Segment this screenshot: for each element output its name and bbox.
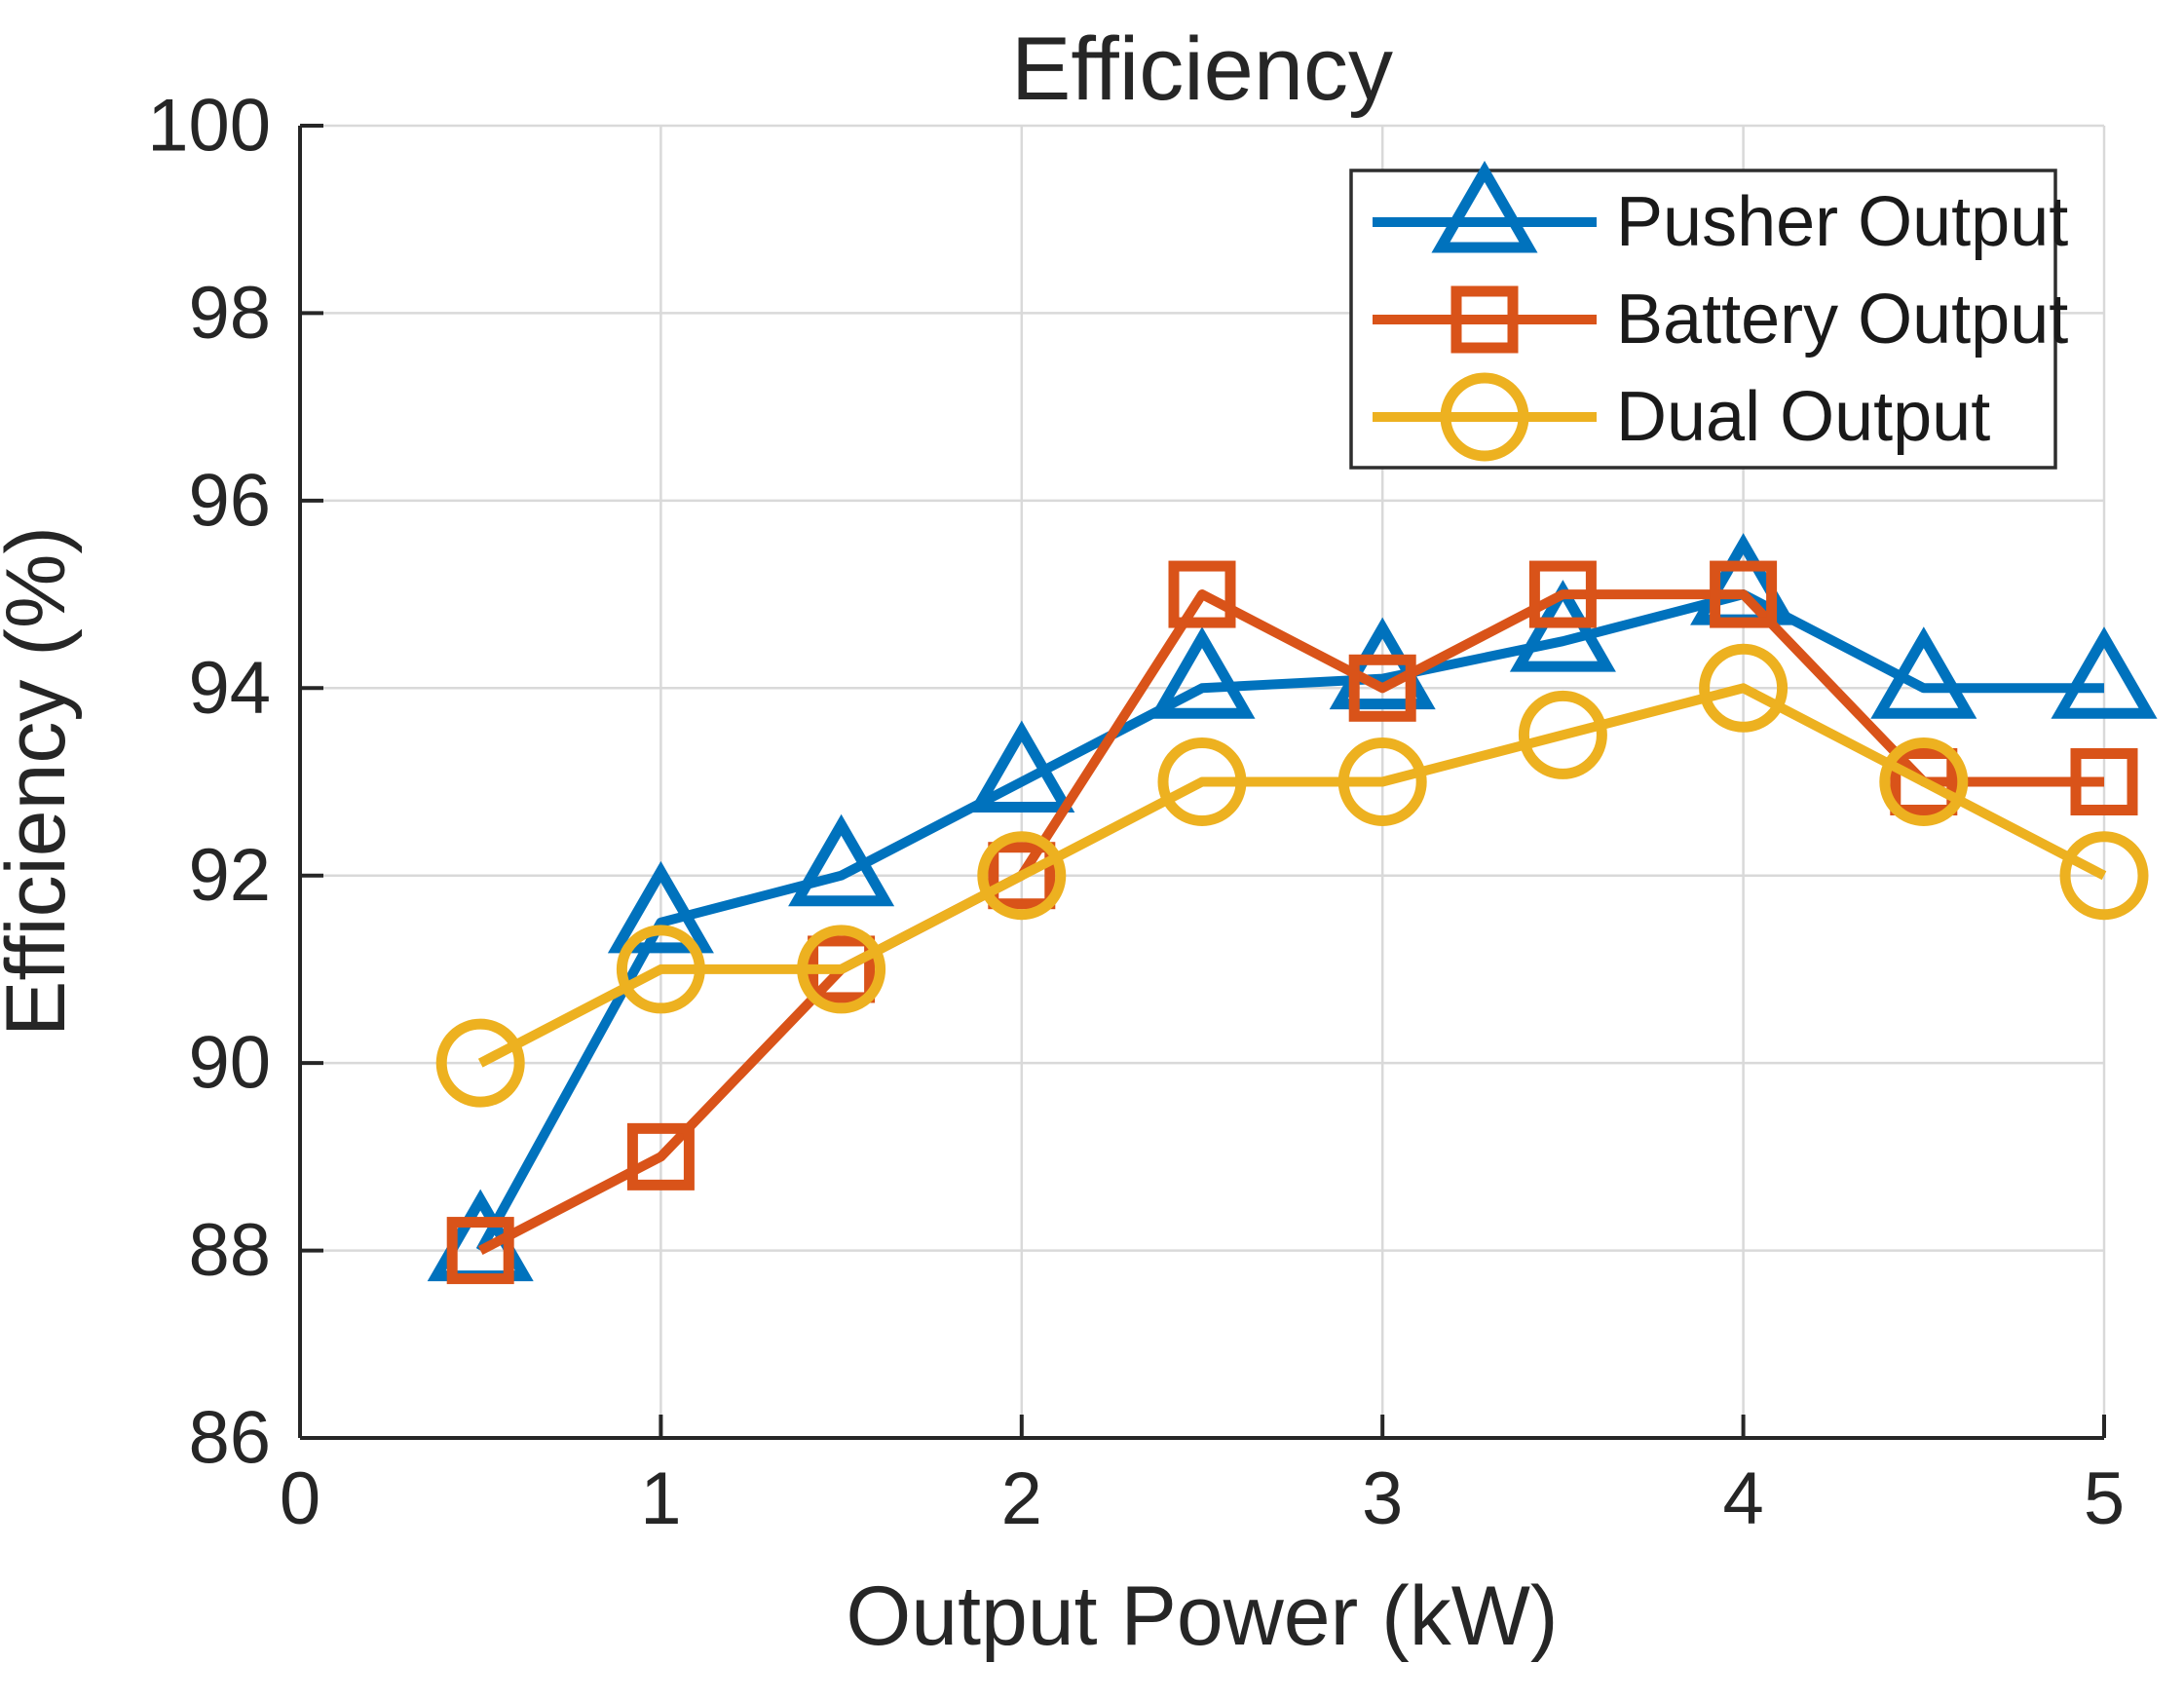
- x-tick-label-1: 1: [640, 1457, 681, 1540]
- y-tick-label-100: 100: [147, 85, 271, 168]
- marker-dual-output-x0.5: [435, 1018, 525, 1108]
- marker-dual-output-x4.5: [1879, 737, 1969, 826]
- legend-marker-battery-output: [1450, 285, 1519, 354]
- marker-dual-output-x5: [2059, 831, 2149, 921]
- series-line-dual-output: [477, 683, 2107, 1068]
- legend-label-battery-output: Battery Output: [1616, 281, 2068, 359]
- x-tick-label-3: 3: [1362, 1457, 1403, 1540]
- marker-dual-output-x1: [616, 925, 705, 1014]
- marker-dual-output-x2.5: [1157, 737, 1247, 826]
- legend-marker-dual-output: [1440, 372, 1529, 462]
- series-dual-output: [435, 643, 2149, 1108]
- legend-label-pusher-output: Pusher Output: [1616, 183, 2068, 261]
- legend-item-pusher-output: Pusher Output: [1373, 160, 2068, 261]
- y-tick-label-92: 92: [188, 834, 271, 917]
- tick-labels: 86 88 90 92 94 96 98 100 0 1 2 3 4 5: [147, 85, 2125, 1541]
- marker-pusher-output-x1: [607, 860, 714, 954]
- legend-marker-pusher-output: [1431, 160, 1538, 253]
- marker-battery-output-x4.5: [1890, 748, 1958, 815]
- chart-title: Efficiency: [1011, 19, 1393, 119]
- marker-pusher-output-x3: [1329, 617, 1436, 710]
- x-tick-label-5: 5: [2084, 1457, 2125, 1540]
- marker-dual-output-x1.5: [797, 925, 886, 1014]
- y-tick-label-86: 86: [188, 1397, 271, 1480]
- marker-battery-output-x0.5: [446, 1217, 514, 1285]
- legend-item-battery-output: Battery Output: [1373, 281, 2068, 359]
- x-axis-label: Output Power (kW): [846, 1569, 1558, 1663]
- legend: Pusher Output Battery Output Dual Output: [1349, 160, 2068, 470]
- series-group: [427, 533, 2158, 1285]
- marker-battery-output-x2.5: [1168, 560, 1236, 628]
- y-tick-label-88: 88: [188, 1209, 271, 1292]
- marker-dual-output-x4: [1699, 643, 1789, 733]
- marker-dual-output-x3.5: [1518, 690, 1607, 779]
- marker-battery-output-x3.5: [1528, 560, 1597, 628]
- marker-battery-output-x2: [988, 842, 1056, 910]
- series-battery-output: [446, 560, 2138, 1285]
- marker-pusher-output-x5: [2051, 626, 2158, 719]
- marker-pusher-output-x3.5: [1509, 580, 1616, 672]
- y-tick-label-96: 96: [188, 459, 271, 542]
- marker-battery-output-x4: [1710, 560, 1778, 628]
- y-tick-label-98: 98: [188, 272, 271, 355]
- axes: [298, 124, 2106, 1440]
- marker-dual-output-x3: [1337, 737, 1427, 826]
- marker-dual-output-x2: [977, 831, 1067, 921]
- series-line-pusher-output: [475, 589, 2104, 1253]
- marker-pusher-output-x4.5: [1870, 626, 1977, 719]
- y-axis-label: Efficiency (%): [0, 526, 83, 1037]
- legend-item-dual-output: Dual Output: [1373, 372, 1990, 462]
- series-line-battery-output: [477, 589, 2104, 1256]
- marker-battery-output-x3: [1348, 654, 1416, 722]
- marker-battery-output-x5: [2070, 748, 2138, 815]
- x-tick-label-0: 0: [280, 1457, 320, 1540]
- marker-pusher-output-x2: [968, 720, 1075, 813]
- y-tick-label-90: 90: [188, 1022, 271, 1105]
- legend-label-dual-output: Dual Output: [1616, 378, 1990, 456]
- x-tick-label-4: 4: [1722, 1457, 1763, 1540]
- marker-pusher-output-x1.5: [788, 813, 895, 907]
- x-tick-label-2: 2: [1001, 1457, 1042, 1540]
- y-tick-label-94: 94: [188, 647, 271, 730]
- marker-battery-output-x1: [626, 1122, 695, 1191]
- marker-pusher-output-x2.5: [1148, 626, 1256, 719]
